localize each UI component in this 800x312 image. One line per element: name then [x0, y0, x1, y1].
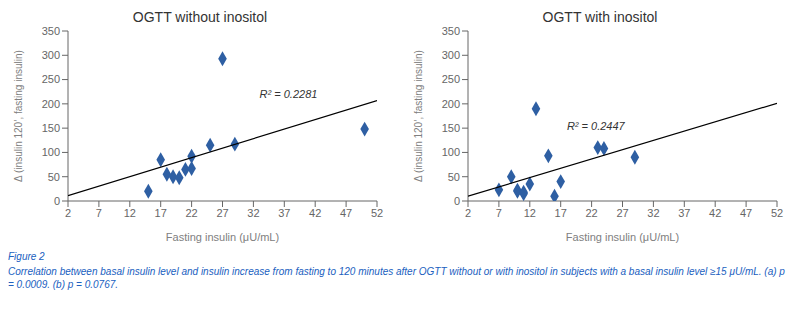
svg-text:2: 2	[465, 207, 471, 219]
svg-text:27: 27	[616, 207, 628, 219]
svg-text:22: 22	[585, 207, 597, 219]
svg-text:42: 42	[309, 207, 321, 219]
svg-text:R² = 0.2447: R² = 0.2447	[567, 120, 626, 132]
svg-text:27: 27	[216, 207, 228, 219]
svg-text:17: 17	[555, 207, 567, 219]
svg-text:300: 300	[442, 49, 460, 61]
svg-text:100: 100	[442, 146, 460, 158]
svg-text:32: 32	[647, 207, 659, 219]
svg-text:50: 50	[48, 171, 60, 183]
svg-text:12: 12	[524, 207, 536, 219]
html-text:OGTT with inositol: OGTT with inositol	[542, 9, 658, 25]
svg-text:32: 32	[247, 207, 259, 219]
svg-text:7: 7	[496, 207, 502, 219]
svg-text:Fasting insulin (μU/mL): Fasting insulin (μU/mL)	[566, 231, 679, 243]
svg-text:0: 0	[54, 195, 60, 207]
svg-text:350: 350	[442, 26, 460, 37]
svg-text:22: 22	[185, 207, 197, 219]
svg-text:52: 52	[371, 207, 383, 219]
svg-text:300: 300	[42, 49, 60, 61]
svg-text:52: 52	[771, 207, 783, 219]
svg-text:47: 47	[740, 207, 752, 219]
svg-text:Δ (insulin 120’, fasting insul: Δ (insulin 120’, fasting insulin)	[413, 50, 424, 182]
svg-text:0: 0	[454, 195, 460, 207]
svg-text:350: 350	[42, 26, 60, 37]
svg-text:150: 150	[42, 122, 60, 134]
svg-text:37: 37	[278, 207, 290, 219]
svg-text:17: 17	[155, 207, 167, 219]
html-text:Correlation between basal insu: Correlation between basal insulin level …	[8, 266, 785, 290]
svg-text:37: 37	[678, 207, 690, 219]
svg-text:50: 50	[448, 171, 460, 183]
svg-text:47: 47	[340, 207, 352, 219]
svg-text:250: 250	[42, 73, 60, 85]
svg-text:12: 12	[124, 207, 136, 219]
svg-text:200: 200	[442, 98, 460, 110]
svg-text:R² = 0.2281: R² = 0.2281	[260, 88, 318, 100]
svg-text:100: 100	[42, 146, 60, 158]
svg-text:200: 200	[42, 98, 60, 110]
svg-text:2: 2	[65, 207, 71, 219]
svg-text:Δ (insulin 120’, fasting insul: Δ (insulin 120’, fasting insulin)	[13, 50, 24, 182]
svg-text:7: 7	[96, 207, 102, 219]
svg-text:42: 42	[709, 207, 721, 219]
svg-text:250: 250	[442, 73, 460, 85]
html-text:OGTT without inositol: OGTT without inositol	[132, 9, 268, 25]
svg-text:150: 150	[442, 122, 460, 134]
html-text:Figure 2: Figure 2	[8, 251, 45, 262]
svg-text:Fasting insulin (μU/mL): Fasting insulin (μU/mL)	[166, 231, 279, 243]
